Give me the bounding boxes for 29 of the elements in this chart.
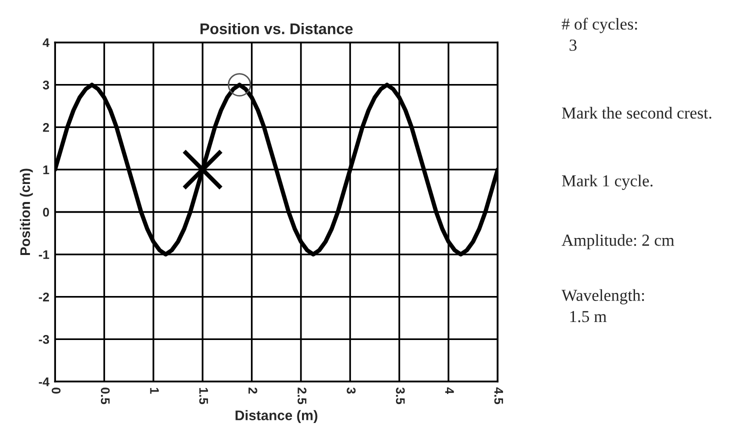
text: Wavelength: [562, 289, 644, 304]
y-tick-label: 2 [42, 123, 49, 132]
text: # of cycles: [562, 18, 637, 34]
y-axis-title: Position (cm) [20, 168, 33, 256]
text: 3 [570, 40, 577, 51]
text: Mark the second crest. [562, 106, 712, 119]
x-tick-label: 1.5 [199, 388, 208, 404]
x-tick-label: 0.5 [100, 388, 110, 404]
y-tick-label: -3 [38, 335, 50, 344]
text: 1.5 m [570, 311, 607, 322]
x-tick-label: 0 [52, 388, 61, 394]
x-tick-label: 3.5 [396, 387, 405, 404]
y-tick-label: -4 [38, 378, 50, 386]
x-axis-title: Distance (m) [236, 410, 318, 424]
y-tick-label: -2 [38, 292, 49, 302]
x-tick-label: 4 [445, 387, 454, 394]
y-tick-label: -1 [38, 250, 50, 259]
y-tick-label: 1 [43, 166, 50, 174]
y-tick-label: 4 [42, 38, 50, 47]
chart-title: Position vs. Distance [200, 22, 353, 34]
text: Mark 1 cycle. [562, 174, 652, 190]
x-tick-label: 1 [150, 388, 159, 394]
x-tick-label: 2.5 [298, 388, 306, 404]
x-tick-label: 3 [346, 387, 356, 394]
text: Amplitude: 2 cm [562, 234, 674, 250]
x-tick-label: 2 [248, 388, 258, 394]
x-tick-label: 4.5 [494, 387, 504, 404]
y-tick-label: 0 [43, 208, 49, 217]
y-tick-label: 3 [42, 80, 50, 90]
